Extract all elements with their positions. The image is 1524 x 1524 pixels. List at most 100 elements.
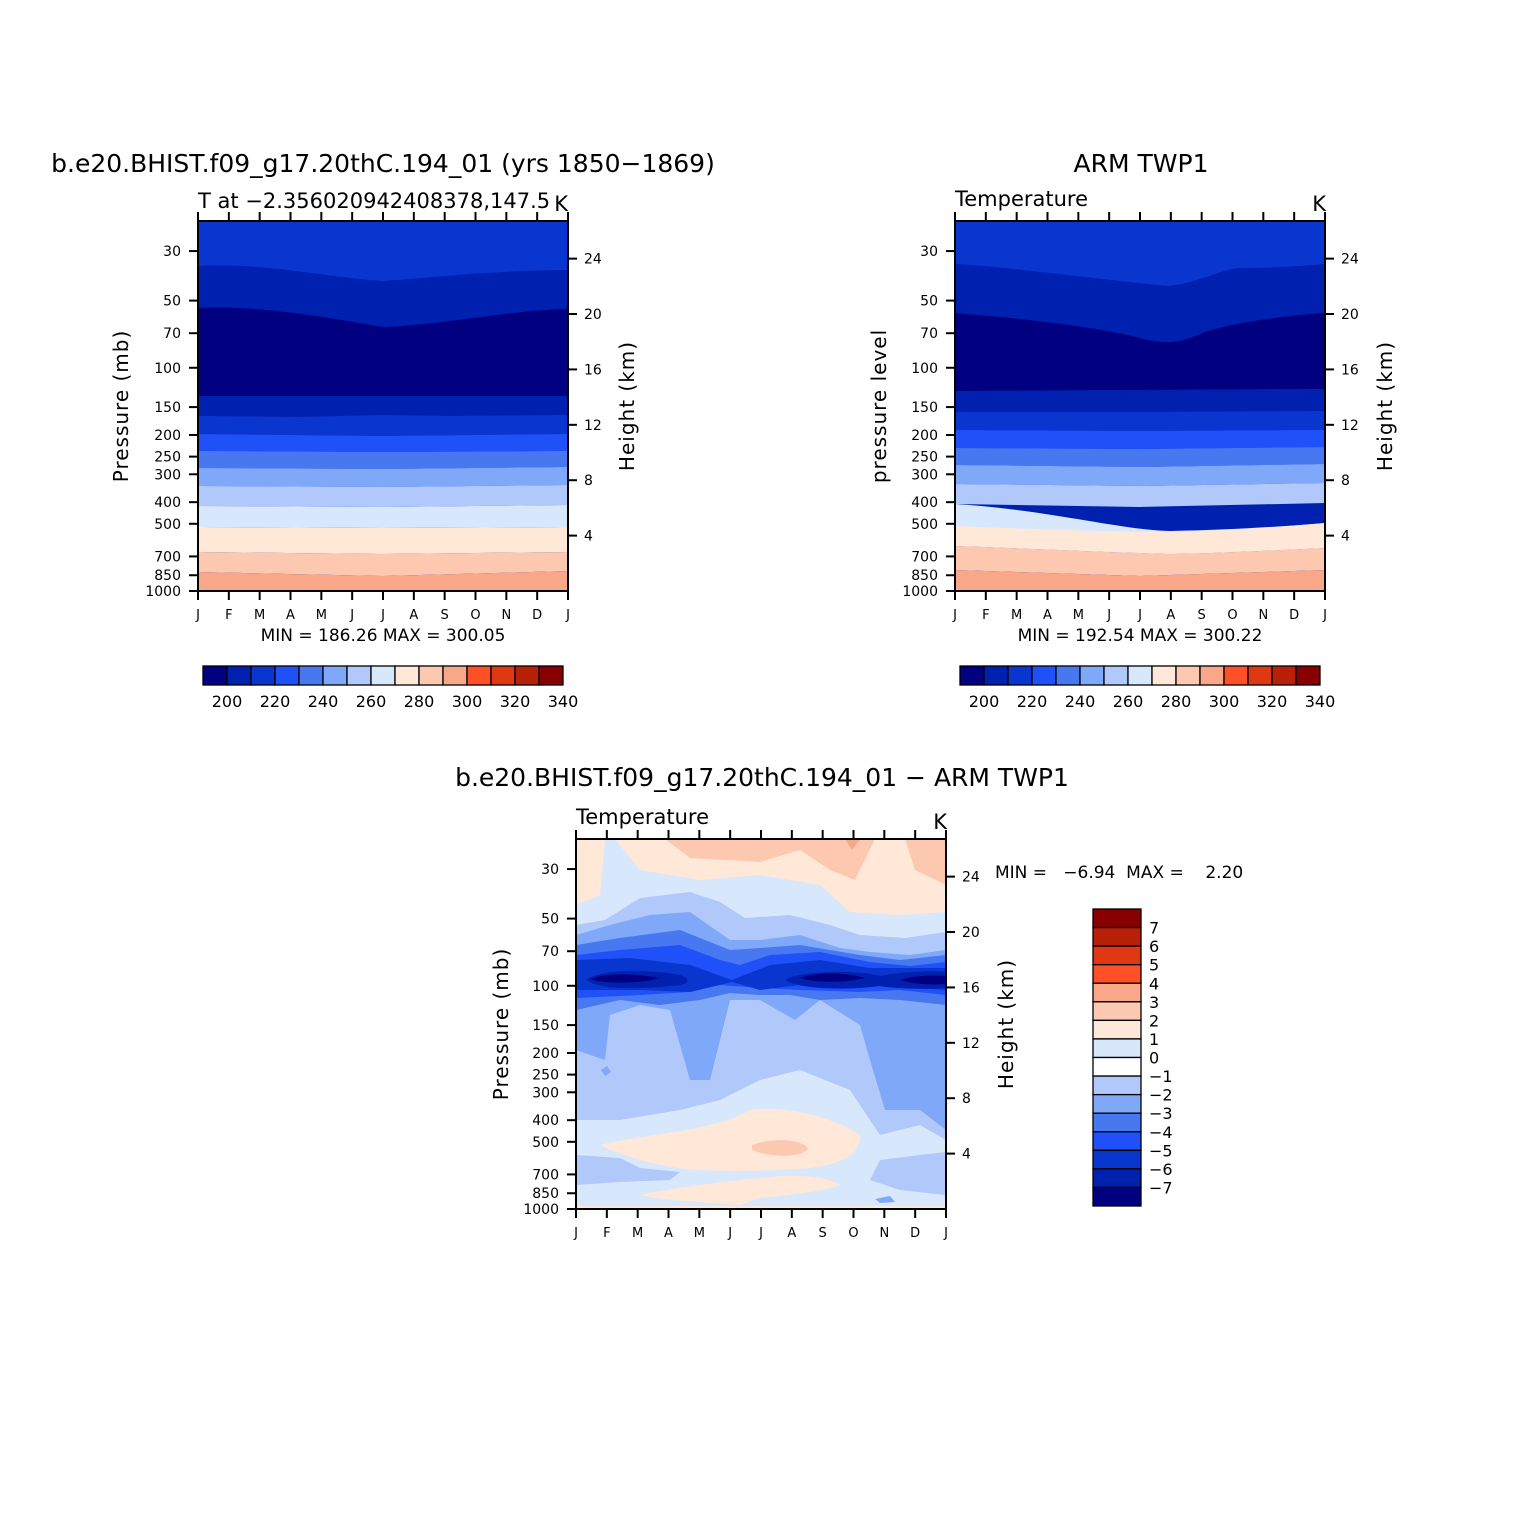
panel-diff-field	[576, 839, 946, 1209]
colorbar-label: 200	[212, 692, 243, 711]
band-obs-280	[955, 523, 1325, 554]
height-tick-label: 24	[1341, 252, 1359, 268]
colorbar-swatch	[1031, 665, 1057, 686]
pressure-tick-label: 850	[911, 568, 938, 584]
colorbar-swatch	[1092, 926, 1142, 947]
colorbar-swatch	[1199, 665, 1225, 686]
pressure-tick-label: 850	[532, 1186, 559, 1202]
colorbar-label: 6	[1149, 937, 1159, 956]
pressure-tick-label: 30	[920, 244, 938, 260]
month-tick-label: A	[1043, 608, 1052, 623]
colorbar-label: 240	[1065, 692, 1096, 711]
panel-diff: b.e20.BHIST.f09_g17.20thC.194_01 − ARM T…	[455, 763, 1243, 1241]
pressure-tick-label: 400	[154, 495, 181, 511]
month-tick-label: A	[1166, 608, 1175, 623]
colorbar-swatch	[1223, 665, 1249, 686]
colorbar-label: 260	[356, 692, 387, 711]
diff-low-warm	[640, 1175, 840, 1205]
pressure-tick-label: 200	[154, 428, 181, 444]
colorbar-swatch	[322, 665, 348, 686]
colorbar-label: −1	[1149, 1067, 1173, 1086]
colorbar-label: 300	[452, 692, 483, 711]
month-tick-label: J	[565, 608, 570, 623]
colorbar-swatch	[250, 665, 276, 686]
panel-obs: ARM TWP1 Temperature K 30 50 70 100 150 200 25…	[867, 149, 1397, 711]
diff-mid-warm-2	[752, 1140, 808, 1156]
month-tick-label: S	[1198, 608, 1206, 623]
month-tick-label: J	[758, 1226, 763, 1241]
colorbar-label: 3	[1149, 993, 1159, 1012]
diff-top-warm-1	[576, 839, 605, 905]
pressure-tick-label: 700	[154, 549, 181, 565]
pressure-tick-label: 150	[911, 400, 938, 416]
colorbar-swatch	[274, 665, 300, 686]
band-model-240	[198, 451, 568, 469]
pressure-tick-label: 150	[532, 1018, 559, 1034]
month-tick-label: M	[316, 608, 327, 623]
month-tick-label: O	[1227, 608, 1237, 623]
height-tick-label: 20	[584, 307, 602, 323]
colorbar-swatch	[983, 665, 1009, 686]
colorbar-swatch	[1092, 1112, 1142, 1133]
pressure-tick-label: 850	[154, 568, 181, 584]
colorbar-label: 2	[1149, 1011, 1159, 1030]
colorbar-label: 220	[1017, 692, 1048, 711]
colorbar-label: 280	[1161, 692, 1192, 711]
panel-model: b.e20.BHIST.f09_g17.20thC.194_01 (yrs 18…	[51, 149, 715, 711]
colorbar-swatch	[1175, 665, 1201, 686]
diff-top-warm-4	[905, 839, 946, 885]
height-tick-label: 8	[1341, 473, 1350, 489]
colorbar-swatch	[394, 665, 420, 686]
month-tick-label: J	[1106, 608, 1111, 623]
month-tick-label: S	[819, 1226, 827, 1241]
height-tick-label: 16	[1341, 362, 1359, 378]
colorbar-swatch	[226, 665, 252, 686]
band-obs-195	[955, 313, 1325, 391]
diff-cool-7b	[800, 973, 865, 982]
month-tick-label: M	[1011, 608, 1022, 623]
month-tick-label: O	[470, 608, 480, 623]
colorbar-label: 0	[1149, 1049, 1159, 1068]
pressure-tick-label: 250	[154, 450, 181, 466]
pressure-tick-label: 250	[532, 1068, 559, 1084]
diff-cool-7	[590, 974, 660, 983]
diff-top-warm-3	[665, 839, 875, 880]
height-tick-label: 24	[584, 252, 602, 268]
colorbar-label: 320	[1257, 692, 1288, 711]
pressure-tick-label: 250	[911, 450, 938, 466]
band-model-210	[198, 396, 568, 416]
month-tick-label: J	[727, 1226, 732, 1241]
month-tick-label: M	[632, 1226, 643, 1241]
diff-sfc	[576, 1206, 946, 1209]
panel-obs-title: ARM TWP1	[1074, 149, 1209, 178]
pressure-tick-label: 70	[920, 326, 938, 342]
panel-diff-stats: MIN = −6.94 MAX = 2.20	[995, 863, 1243, 883]
panel-model-stats: MIN = 186.26 MAX = 300.05	[261, 626, 506, 646]
diff-dot	[601, 1066, 611, 1076]
band-model-230	[198, 434, 568, 452]
month-tick-label: O	[848, 1226, 858, 1241]
colorbar-swatch	[1092, 945, 1142, 966]
month-tick-label: M	[254, 608, 265, 623]
colorbar-swatch	[1092, 1149, 1142, 1170]
colorbar-swatch	[1092, 1056, 1142, 1077]
pressure-tick-label: 30	[541, 862, 559, 878]
panel-obs-units: K	[1312, 192, 1327, 216]
month-tick-label: D	[910, 1226, 920, 1241]
month-tick-label: N	[501, 608, 511, 623]
colorbar-label: 5	[1149, 956, 1159, 975]
month-tick-label: J	[1322, 608, 1327, 623]
colorbar-label: −6	[1149, 1160, 1173, 1179]
colorbar-swatch	[202, 665, 228, 686]
panel-diff-units: K	[933, 810, 948, 834]
panel-model-ylabel-left: Pressure (mb)	[109, 330, 133, 483]
pressure-tick-label: 300	[532, 1085, 559, 1101]
panel-obs-ylabel-left: pressure level	[867, 329, 891, 483]
band-model-290	[198, 552, 568, 576]
height-tick-label: 12	[584, 418, 602, 434]
band-obs-300	[955, 570, 1325, 591]
month-tick-label: J	[349, 608, 354, 623]
colorbar-swatch	[1092, 1093, 1142, 1114]
